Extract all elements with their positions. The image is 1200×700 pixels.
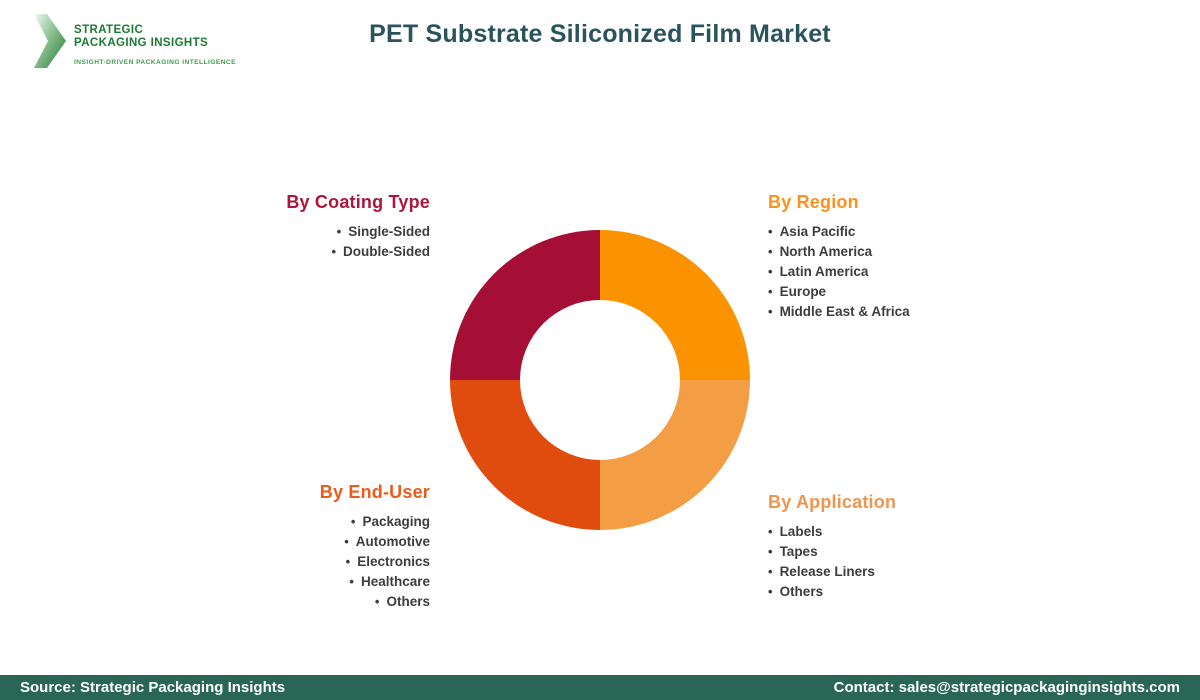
list-item: Single-Sided [170, 222, 430, 242]
footer-contact: Contact: sales@strategicpackaginginsight… [833, 679, 1180, 696]
logo-text: STRATEGIC PACKAGING INSIGHTS INSIGHT-DRI… [74, 14, 236, 66]
section-coating-list: Single-Sided Double-Sided [170, 222, 430, 262]
donut-hole [520, 300, 680, 460]
footer-source: Source: Strategic Packaging Insights [20, 679, 286, 696]
list-item: Labels [768, 522, 1028, 542]
logo: STRATEGIC PACKAGING INSIGHTS INSIGHT-DRI… [34, 14, 236, 68]
section-enduser-heading: By End-User [319, 482, 430, 502]
chevron-arrow-icon [34, 14, 66, 68]
list-item: Double-Sided [170, 242, 430, 262]
list-item: Release Liners [768, 562, 1028, 582]
logo-line2: PACKAGING INSIGHTS [74, 37, 209, 49]
list-item: North America [768, 242, 1028, 262]
list-item: Latin America [768, 262, 1028, 282]
section-region-heading: By Region [768, 192, 859, 212]
logo-tagline: INSIGHT-DRIVEN PACKAGING INTELLIGENCE [74, 59, 236, 66]
list-item: Healthcare [170, 572, 430, 592]
section-application-heading: By Application [768, 492, 897, 512]
section-region-list: Asia Pacific North America Latin America… [768, 222, 1028, 322]
section-application-list: Labels Tapes Release Liners Others [768, 522, 1028, 602]
section-coating-type: By Coating Type Single-Sided Double-Side… [170, 192, 430, 262]
page-title: PET Substrate Siliconized Film Market [369, 20, 831, 48]
list-item: Europe [768, 282, 1028, 302]
list-item: Others [768, 582, 1028, 602]
footer-bar: Source: Strategic Packaging Insights Con… [0, 675, 1200, 700]
list-item: Packaging [170, 512, 430, 532]
list-item: Middle East & Africa [768, 302, 1028, 322]
logo-line1: STRATEGIC [74, 24, 144, 36]
section-region: By Region Asia Pacific North America Lat… [768, 192, 1028, 322]
section-enduser-list: Packaging Automotive Electronics Healthc… [170, 512, 430, 612]
list-item: Automotive [170, 532, 430, 552]
list-item: Others [170, 592, 430, 612]
section-end-user: By End-User Packaging Automotive Electro… [170, 482, 430, 612]
list-item: Tapes [768, 542, 1028, 562]
section-application: By Application Labels Tapes Release Line… [768, 492, 1028, 602]
section-coating-heading: By Coating Type [286, 192, 430, 212]
list-item: Electronics [170, 552, 430, 572]
list-item: Asia Pacific [768, 222, 1028, 242]
